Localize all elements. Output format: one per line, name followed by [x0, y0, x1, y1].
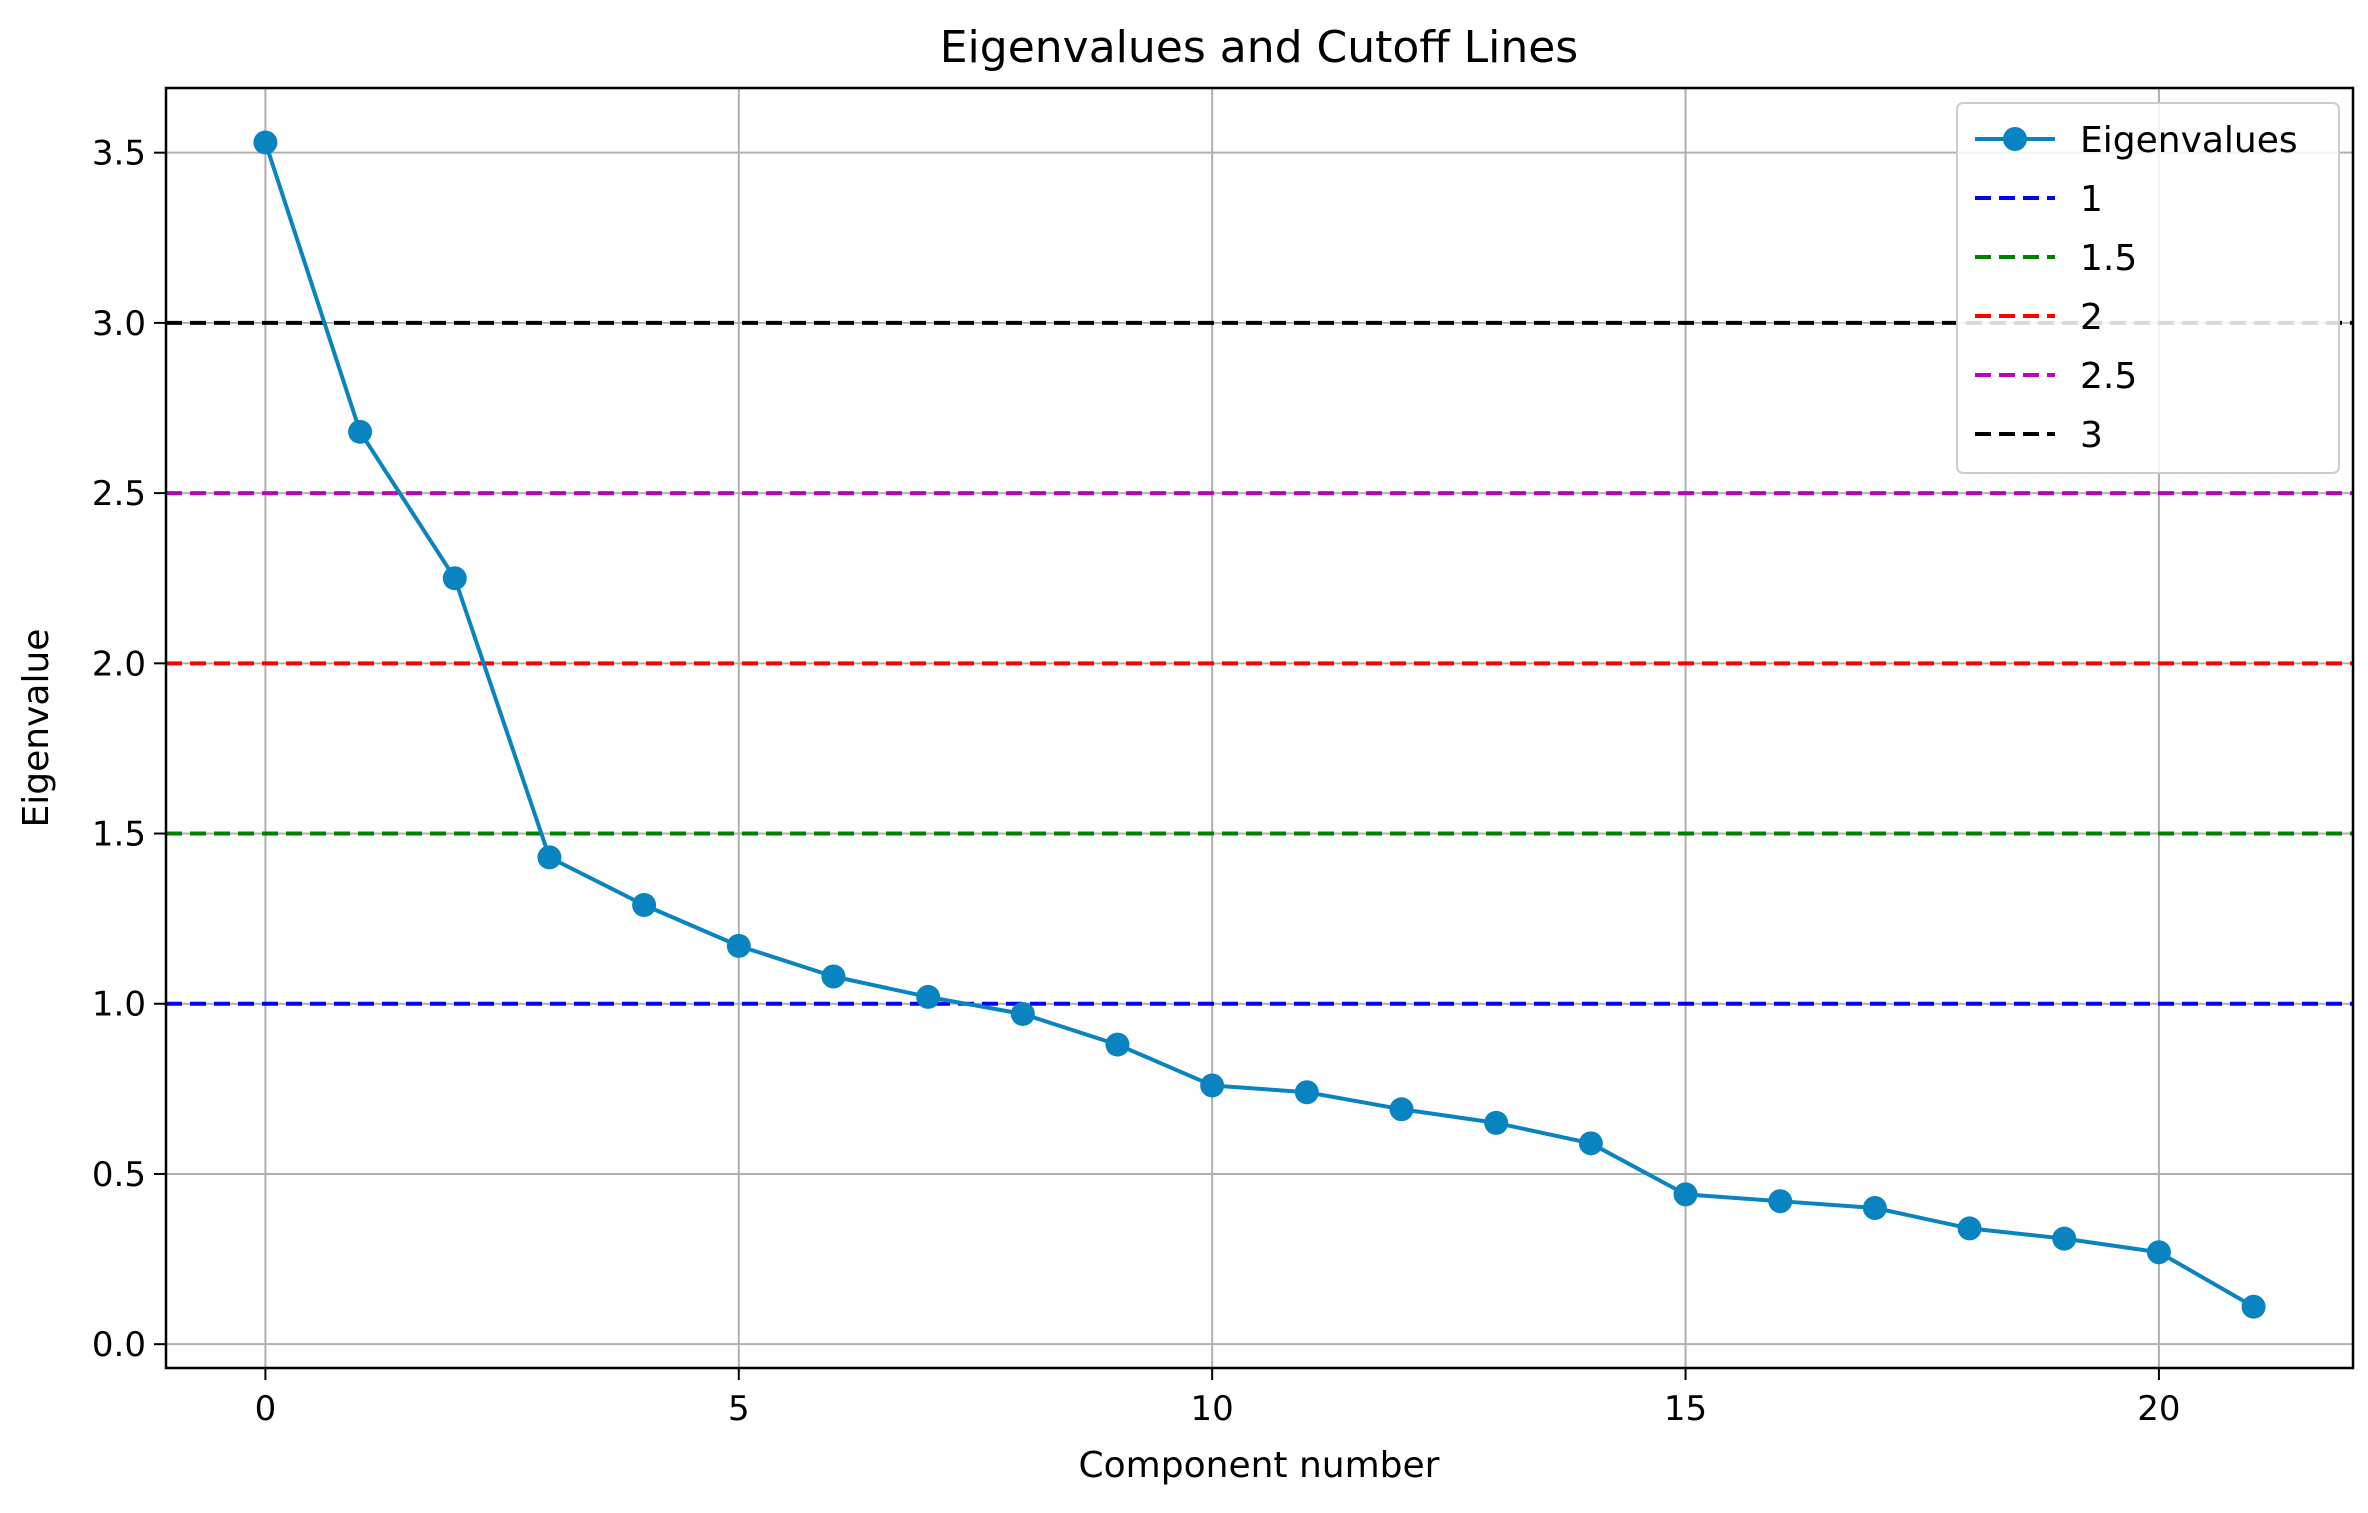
eigenvalue-point — [1105, 1032, 1130, 1057]
eigenvalue-point — [1200, 1073, 1225, 1098]
legend-label: 1 — [2080, 179, 2103, 220]
x-axis-ticks: 0 5 10 15 20 — [255, 1368, 2181, 1429]
eigenvalue-point — [537, 845, 562, 870]
plot-frame — [164, 86, 2355, 1370]
x-tick-label: 5 — [728, 1389, 750, 1429]
y-tick-label: 0.5 — [92, 1155, 146, 1195]
legend-label: 2.5 — [2080, 356, 2137, 397]
legend: Eigenvalues 1 1.5 2 2.5 3 — [1956, 102, 2340, 474]
eigenvalue-point — [632, 893, 657, 918]
eigenvalue-point — [348, 419, 373, 444]
eigenvalue-point — [442, 566, 467, 591]
eigenvalue-point — [1484, 1110, 1509, 1135]
eigenvalue-point — [1294, 1080, 1319, 1105]
y-axis-label: Eigenvalue — [16, 629, 57, 828]
eigenvalue-line — [263, 141, 2255, 1309]
y-tick-label: 0.0 — [92, 1325, 146, 1365]
legend-label: 3 — [2080, 415, 2103, 456]
eigenvalue-point — [1010, 1001, 1035, 1026]
y-tick-label: 2.5 — [92, 474, 146, 514]
x-tick-label: 10 — [1191, 1389, 1234, 1429]
eigenvalue-point — [2052, 1226, 2077, 1251]
legend-label: Eigenvalues — [2080, 120, 2298, 161]
y-axis-ticks: 0.0 0.5 1.0 1.5 2.0 2.5 3.0 3.5 — [92, 134, 166, 1365]
x-tick-label: 0 — [255, 1389, 277, 1429]
eigenvalue-point — [1957, 1216, 1982, 1241]
x-axis-label: Component number — [1079, 1445, 1440, 1486]
eigenvalue-point — [2146, 1240, 2171, 1265]
y-tick-label: 1.0 — [92, 985, 146, 1025]
legend-label: 1.5 — [2080, 238, 2137, 279]
eigenvalue-point — [1389, 1097, 1414, 1122]
y-tick-label: 2.0 — [92, 644, 146, 684]
legend-marker — [2003, 127, 2027, 151]
chart-title: Eigenvalues and Cutoff Lines — [940, 22, 1578, 73]
eigenvalue-point — [726, 933, 751, 958]
y-tick-label: 1.5 — [92, 815, 146, 855]
x-tick-label: 15 — [1664, 1389, 1707, 1429]
eigenvalue-point — [2241, 1294, 2266, 1319]
eigenvalue-series — [253, 130, 2266, 1319]
legend-label: 2 — [2080, 297, 2103, 338]
y-tick-label: 3.0 — [92, 304, 146, 344]
eigenvalue-point — [916, 984, 941, 1009]
eigenvalue-point — [1673, 1182, 1698, 1207]
x-tick-label: 20 — [2137, 1389, 2180, 1429]
eigenvalue-point — [821, 964, 846, 989]
cutoff-lines — [166, 320, 2353, 1006]
legend-box — [1956, 102, 2340, 474]
eigenvalue-point — [1862, 1196, 1887, 1220]
y-tick-label: 3.5 — [92, 134, 146, 174]
eigenvalue-point — [1578, 1131, 1603, 1156]
eigenvalue-point — [253, 130, 278, 155]
eigenvalue-point — [1768, 1189, 1793, 1214]
